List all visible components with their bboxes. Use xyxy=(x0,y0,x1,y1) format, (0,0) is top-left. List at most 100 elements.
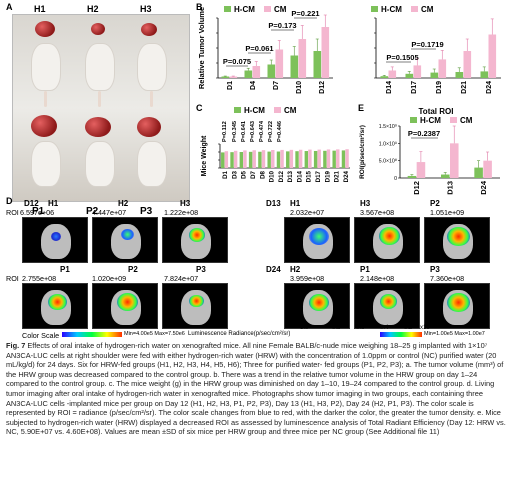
panel-b-left-legend-c-swatch xyxy=(264,6,271,12)
panel-c-bar-c xyxy=(243,150,247,168)
panel-e-ytick-label: 1.0×10⁹ xyxy=(379,141,397,147)
panel-c-bar-c xyxy=(233,150,238,168)
panel-b-left-pvalue: P=0.075 xyxy=(223,57,251,66)
panel-b-charts: H-CM CM H-CM CM D1 D4 D7 D10 D12 Relative Tumor V… xyxy=(197,5,501,94)
panel-b-right-category-label: D19 xyxy=(436,81,443,94)
panel-label-e: E xyxy=(358,103,365,113)
panel-e-ytick-label: 1.5×10⁹ xyxy=(379,124,397,130)
tumor-p1 xyxy=(31,115,57,137)
mouse-h2 xyxy=(85,43,115,91)
panel-b-right-category-label: D24 xyxy=(486,81,493,94)
figure-caption: Fig. 7 Effects of oral intake of hydroge… xyxy=(6,341,508,437)
panel-c-legend-c-label: CM xyxy=(284,106,297,115)
panel-c-bar-c xyxy=(326,149,331,168)
color-scale-bar-right xyxy=(380,332,422,337)
panel-c-category-label: D7 xyxy=(250,170,257,178)
color-scale-bar xyxy=(62,332,122,337)
panel-e-bar-h xyxy=(407,175,417,178)
roi-value: 4.447e+07 xyxy=(92,208,127,217)
panel-b-left-category-label: D12 xyxy=(319,81,326,94)
panel-e-category-label: D12 xyxy=(412,181,421,195)
scale-tick-label: 0.8 xyxy=(332,325,341,331)
panel-b-left-bar-c xyxy=(275,49,284,78)
panel-c-y-label: Mice Weight xyxy=(201,135,208,176)
roi-value: 2.755e+08 xyxy=(22,274,57,283)
imaging-cell xyxy=(22,217,88,263)
panel-a-label-p3: P3 xyxy=(140,206,153,217)
imaging-cell xyxy=(284,217,350,263)
panel-c-bar-h xyxy=(258,151,262,168)
panel-c-bar-c xyxy=(224,151,229,168)
panel-e-title: Total ROI xyxy=(419,107,454,116)
tumor-p2 xyxy=(85,117,111,137)
panel-b-right-legend-c-swatch xyxy=(411,6,418,12)
panel-c-category-label: D12 xyxy=(278,170,285,182)
mouse-p3 xyxy=(137,141,167,187)
caption-title: Fig. 7 xyxy=(6,341,26,350)
mouse-p1 xyxy=(31,141,61,187)
panel-b-left-pvalue: P=0.061 xyxy=(245,44,273,53)
imaging-cell xyxy=(92,283,158,329)
panel-b-right-legend-h-swatch xyxy=(371,6,378,12)
panel-b-left-y-label: Relative Tumor Volume xyxy=(197,7,206,89)
panel-b-left-pvalue: P=0.173 xyxy=(268,21,296,30)
panel-b-right-bar-c xyxy=(463,51,472,78)
panel-a-header-h2: H2 xyxy=(87,4,99,14)
roi-value: 6.597e+06 xyxy=(20,208,55,217)
panel-e-legend-c-swatch xyxy=(450,117,457,123)
panel-b-left-category-label: D10 xyxy=(296,81,303,94)
luminescence-signal xyxy=(120,229,134,241)
panel-c-bar-h xyxy=(286,151,290,168)
panel-c-pvalue: P=0.112 xyxy=(222,121,228,142)
luminescence-signal xyxy=(308,228,329,245)
tumor-p3 xyxy=(137,117,161,137)
panel-c-legend-h-label: H-CM xyxy=(244,106,265,115)
panel-b-right-bar-h xyxy=(405,73,414,78)
panel-c-bar-c xyxy=(345,149,349,168)
panel-e-bar-c xyxy=(416,162,426,178)
panel-c-bar-c xyxy=(336,149,340,168)
panel-b-left-legend-h-swatch xyxy=(224,6,231,12)
panel-b-right-category-label: D17 xyxy=(411,81,418,94)
panel-c-pvalue: P=0.722 xyxy=(268,121,274,142)
panel-c-category-label: D19 xyxy=(324,170,331,182)
luminescence-scale-title: Luminescence Radiance(p/sec/cm²/sr) xyxy=(188,331,291,337)
panel-a-photo xyxy=(12,14,190,202)
panel-c-category-label: D5 xyxy=(241,170,248,178)
panel-b-left-legend-h-label: H-CM xyxy=(234,5,255,14)
panel-b-right-bar-c xyxy=(413,65,422,78)
panel-label-b: B xyxy=(196,2,203,12)
panel-b-right-pvalue: P=0.1505 xyxy=(386,53,418,62)
imaging-mouse-silhouette xyxy=(41,223,71,260)
panel-b-right-bar-h xyxy=(430,72,439,78)
imaging-cell xyxy=(22,283,88,329)
panel-d-header-p3b: P3 xyxy=(430,265,440,274)
panel-d-header-p1: P1 xyxy=(60,265,70,274)
panel-c-category-label: D15 xyxy=(306,170,313,182)
panel-e-pvalue: P=0.2387 xyxy=(408,129,440,138)
panel-d-header-h3: H3 xyxy=(180,199,191,208)
luminescence-signal xyxy=(380,294,398,309)
panel-e-bar-h xyxy=(441,174,450,178)
panel-b-right-bar-h xyxy=(455,72,464,78)
imaging-cell xyxy=(424,217,490,263)
panel-b-right-category-label: D21 xyxy=(461,81,468,94)
panel-c-bar-c xyxy=(317,149,321,168)
panel-b-left-bar-h xyxy=(267,64,276,78)
panel-b-right-pvalue: P=0.1719 xyxy=(411,40,443,49)
luminescence-signal xyxy=(378,227,400,246)
panel-d-day-d24: D24 xyxy=(266,265,281,274)
panel-c-category-label: D21 xyxy=(334,170,341,182)
panel-c-bar-c xyxy=(308,149,312,168)
panel-c-pvalue: P=0.641 xyxy=(241,121,247,142)
color-scale-label: Color Scale xyxy=(22,331,60,340)
scale-tick-label: 1.0 xyxy=(300,325,309,331)
panel-e-legend-h-label: H-CM xyxy=(420,116,441,125)
panel-b-left-bar-h xyxy=(290,55,299,78)
roi-value: 3.567e+08 xyxy=(360,208,395,217)
roi-value: 1.051e+09 xyxy=(430,208,465,217)
panel-e-ytick-label: 0 xyxy=(394,176,397,182)
panel-b-left-category-label: D4 xyxy=(250,81,257,90)
panel-c-category-label: D24 xyxy=(343,170,350,182)
